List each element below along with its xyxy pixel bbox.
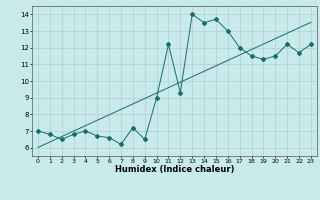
- X-axis label: Humidex (Indice chaleur): Humidex (Indice chaleur): [115, 165, 234, 174]
